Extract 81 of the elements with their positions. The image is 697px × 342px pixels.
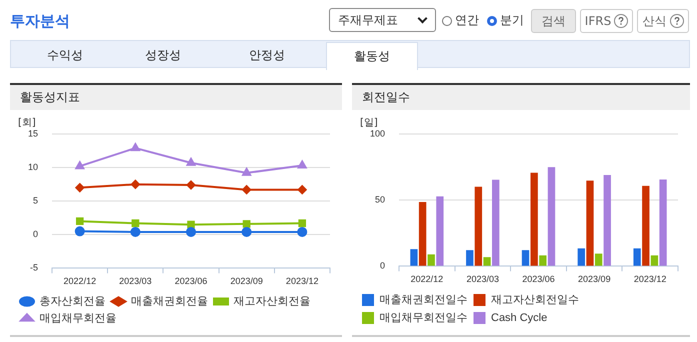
- bar: [650, 255, 658, 266]
- x-tick-label: 2023/12: [634, 274, 666, 284]
- bar: [428, 254, 435, 266]
- legend-label: 매출채권회전율: [131, 296, 208, 308]
- text: IFRS: [580, 9, 633, 33]
- y-tick-label: 50: [375, 194, 386, 205]
- y-tick-label: 0: [32, 229, 38, 240]
- point: [130, 180, 140, 189]
- point: [130, 143, 140, 152]
- y-tick-label: 10: [28, 162, 38, 172]
- text: 수익성: [46, 47, 84, 64]
- point: [130, 226, 140, 237]
- point: [187, 220, 195, 228]
- point: [76, 217, 84, 226]
- bar: [474, 186, 482, 266]
- bar: [410, 249, 418, 266]
- x-tick-label: 2023/09: [230, 276, 263, 286]
- point: [298, 219, 306, 228]
- y-tick-label: 0: [380, 260, 386, 271]
- y-axis-title: [회]: [18, 118, 36, 129]
- y-tick-label: 5: [32, 196, 38, 206]
- x-tick-label: 2022/12: [410, 274, 444, 284]
- point: [186, 226, 196, 237]
- point: [242, 226, 252, 237]
- bar: [530, 172, 538, 266]
- x-tick-label: 2022/12: [64, 276, 96, 286]
- bar: [548, 167, 556, 266]
- point: [186, 180, 196, 190]
- bar: [578, 248, 586, 266]
- bar: [483, 257, 491, 266]
- point: [186, 158, 196, 166]
- point: [298, 160, 307, 169]
- legend-label: 매입채무회전율: [40, 312, 116, 325]
- point: [242, 220, 250, 228]
- text: 연간: [454, 12, 479, 29]
- bar: [659, 179, 667, 266]
- text: 산식: [637, 9, 689, 33]
- point: [75, 183, 84, 192]
- legend-label: 재고자산회전율: [234, 296, 310, 308]
- point: [298, 185, 307, 194]
- y-tick-label: 100: [370, 128, 386, 138]
- chart-title: 활동성지표: [10, 83, 342, 110]
- x-tick-label: 2023/12: [286, 276, 318, 286]
- text: 성장성: [144, 47, 182, 64]
- x-tick-label: 2023/03: [119, 276, 152, 286]
- bar: [594, 254, 602, 266]
- bar: [492, 180, 500, 266]
- bar: [522, 250, 530, 266]
- legend-label: 매출채권회전일수: [380, 294, 468, 306]
- text: 활동성: [326, 42, 418, 70]
- bar: [466, 250, 474, 266]
- bar: [642, 186, 650, 266]
- point: [75, 161, 84, 170]
- x-tick-label: 2023/06: [522, 274, 555, 284]
- y-tick-label: -5: [30, 262, 38, 273]
- x-tick-label: 2023/09: [578, 274, 611, 284]
- text: 분기: [499, 12, 524, 29]
- text: 검색: [531, 9, 576, 33]
- point: [297, 226, 308, 237]
- bar: [586, 180, 594, 266]
- x-tick-label: 2023/06: [174, 276, 208, 286]
- point: [242, 168, 252, 176]
- chart-title: 회전일수: [352, 83, 690, 110]
- legend-label: 재고자산회전일수: [491, 294, 579, 306]
- bar: [633, 248, 641, 266]
- y-axis-title: [일]: [360, 118, 378, 129]
- text: 안정성: [248, 47, 286, 64]
- text: 주재무제표: [329, 8, 436, 32]
- bar: [436, 196, 444, 266]
- bar: [539, 255, 547, 266]
- point: [74, 226, 85, 236]
- x-tick-label: 2023/03: [466, 274, 499, 284]
- text: 투자분석: [10, 12, 70, 31]
- point: [132, 219, 140, 228]
- legend-label: 매입채무회전일수: [380, 312, 468, 324]
- bar: [418, 202, 426, 266]
- point: [242, 185, 252, 194]
- bar: [604, 174, 611, 266]
- legend-label: Cash Cycle: [491, 312, 548, 324]
- legend-label: 총자산회전율: [40, 296, 106, 308]
- y-tick-label: 15: [28, 128, 38, 138]
